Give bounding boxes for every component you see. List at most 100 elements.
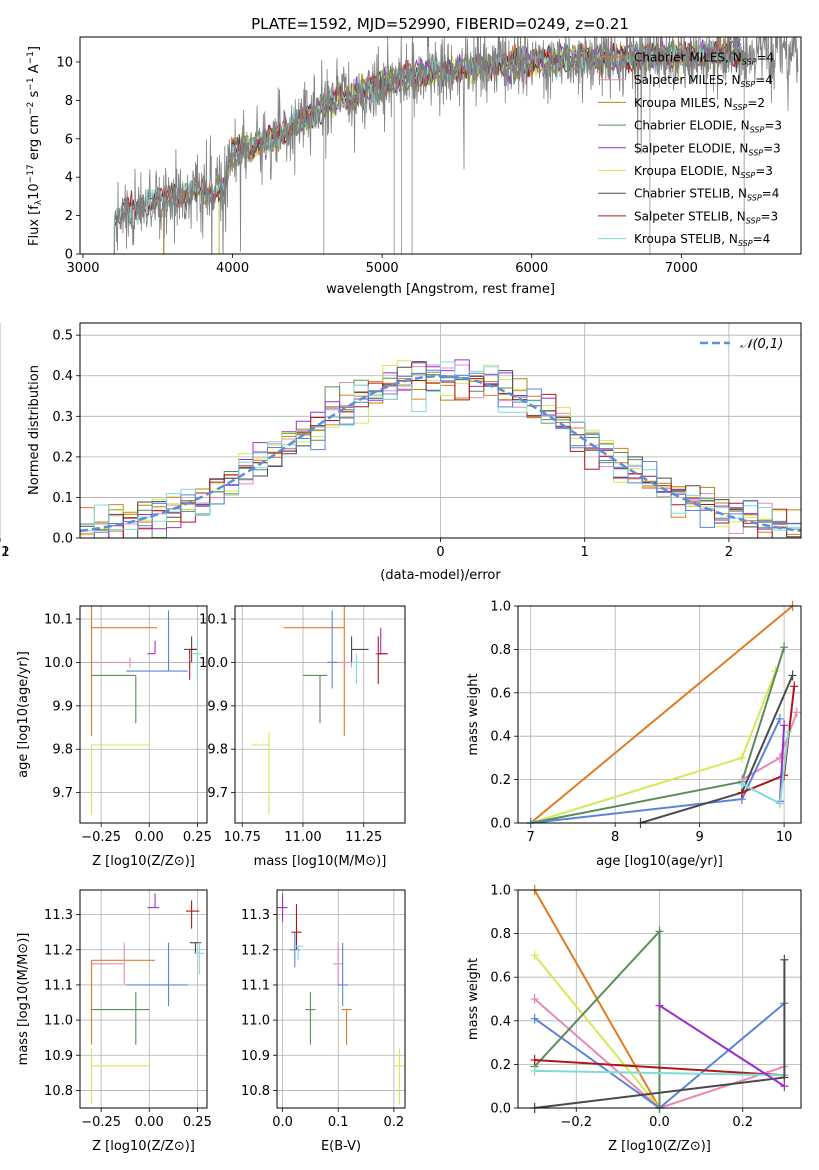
y-tick-label: 0 [65,248,73,263]
x-tick-label: 2 [725,545,733,560]
legend-label: Salpeter ELODIE, NSSP=3 [634,141,781,157]
weight-line-chabrier_elodie [533,928,661,1108]
y-tick-label: 11.3 [44,908,73,923]
normal-curve [80,374,801,533]
weight-line-chabrier_stelib [640,675,794,823]
x-tick-label: 4000 [216,261,249,276]
x-tick-label: 6000 [515,261,548,276]
y-tick-label: 10.8 [44,1084,73,1099]
y-tick-label: 1.0 [490,884,511,899]
weight-line-royal [530,718,781,823]
y-tick-label: 0.8 [490,643,511,658]
y-tick-label: 6 [65,132,73,147]
x-tick-label: −0.25 [81,1115,121,1130]
y-tick-label: 9.8 [52,743,73,758]
weight-line-salpeter_miles [533,998,785,1108]
legend-label: Kroupa ELODIE, NSSP=3 [634,164,773,180]
spectrum-xlabel: wavelength [Angstrom, rest frame] [326,282,555,297]
x-tick-label: −0.25 [81,830,121,845]
y-tick-label: 10.1 [44,613,73,628]
y-tick-label: 0.2 [490,773,511,788]
y-tick-label: 10.9 [241,1049,270,1064]
weight_vs_age-ylabel: mass weight [466,673,481,755]
residuals-ylabel: Normed distribution [27,365,42,495]
weight-line-chabrier_elodie [530,646,786,823]
y-tick-label: 9.9 [52,699,73,714]
x-tick-label: 0.0 [649,1115,670,1130]
legend-label: Kroupa MILES, NSSP=2 [634,96,765,112]
x-tick-label: 0.0 [272,1115,293,1130]
axes-frame [517,889,802,1109]
y-tick-label: 0.4 [52,369,73,384]
figure-title: PLATE=1592, MJD=52990, FIBERID=0249, z=0… [251,15,629,33]
x-tick-label: −0.2 [560,1115,592,1130]
legend-label: Chabrier MILES, NSSP=4 [634,51,774,67]
y-tick-label: 4 [65,171,73,186]
x-tick-label: 0.25 [183,830,212,845]
x-tick-label: 3000 [66,261,99,276]
x-tick-label: 0.1 [328,1115,349,1130]
mass_vs_Z-panel: −0.25 0.00 0.25 10.8 10.9 11.0 11.1 11.2 11.3 Z [… [16,889,212,1154]
x-tick-label: 7 [527,830,535,845]
weight-line-salpeter_stelib [534,1059,785,1077]
age_vs_Z-ylabel: age [log10(age/yr)] [16,651,31,778]
weight-line-royal [534,1002,786,1108]
age_vs_mass-panel: 10.75 11.00 11.25 9.7 9.8 9.9 10.0 10.1 mass [lo… [199,605,406,869]
x-tick-label: −2 [0,545,10,560]
y-tick-label: 8 [65,94,73,109]
x-tick-label: 10.75 [224,830,261,845]
y-tick-label: 9.8 [207,743,228,758]
y-tick-label: 0.5 [52,329,73,344]
mass_vs_Z-ylabel: mass [log10(M/M⊙)] [16,933,31,1066]
y-tick-label: 0.2 [490,1058,511,1073]
x-tick-label: 7000 [665,261,698,276]
weight_vs_age-panel: 7 8 9 10 0.0 0.2 0.4 0.6 0.8 1.0 age [log10(age/yr… [466,600,802,869]
axes-frame [79,36,802,255]
mass_vs_ebv-panel: 0.0 0.1 0.2 10.8 10.9 11.0 11.1 11.2 11.3 E(B-V) [241,889,406,1154]
x-tick-label: 0 [436,545,444,560]
x-tick-label: 1 [581,545,589,560]
mass_vs_ebv-xlabel: E(B-V) [321,1139,361,1154]
y-tick-label: 11.2 [44,943,73,958]
y-tick-label: 10.0 [44,656,73,671]
y-tick-label: 10.8 [241,1084,270,1099]
spectrum-ylabel: Flux [fλ10−17 erg cm−2 s−1 A−1] [26,46,44,246]
observed-spectrum [113,37,799,254]
axes-frame [276,889,406,1109]
legend-label: Kroupa STELIB, NSSP=4 [634,232,770,248]
age_vs_Z-panel: −0.25 0.00 0.25 9.7 9.8 9.9 10.0 10.1 Z [log10(Z… [16,605,212,869]
axes-frame [517,605,802,824]
weight-line-kroupa_elodie [533,954,661,1108]
y-tick-label: 0.4 [490,1014,511,1029]
weight_vs_age-xlabel: age [log10(age/yr)] [596,854,723,869]
model-spectrum-kroupa_stelib [113,38,742,254]
y-tick-label: 0.3 [52,410,73,425]
x-tick-label: 11.25 [345,830,382,845]
residuals-xlabel: (data-model)/error [380,568,501,583]
y-tick-label: 11.3 [241,908,270,923]
axes-frame [79,889,208,1109]
y-tick-label: 11.1 [241,978,270,993]
x-tick-label: 9 [695,830,703,845]
mass_vs_Z-xlabel: Z [log10(Z/Z⊙)] [92,1139,195,1154]
y-tick-label: 9.7 [207,786,228,801]
y-tick-label: 11.2 [241,943,270,958]
y-tick-label: 10 [56,55,73,70]
axes-frame [79,605,208,824]
y-tick-label: 0.1 [52,491,73,506]
weight_vs_Z-xlabel: Z [log10(Z/Z⊙)] [608,1139,711,1154]
weight-line-chabrier_miles [530,606,794,823]
histogram-royal [80,369,801,538]
spectrum-legend: Chabrier MILES, NSSP=4 Salpeter MILES, NS… [598,51,782,248]
legend-label: Salpeter MILES, NSSP=4 [634,73,773,89]
legend-label: Chabrier STELIB, NSSP=4 [634,187,779,203]
y-tick-label: 11.1 [44,978,73,993]
y-tick-label: 9.9 [207,699,228,714]
y-tick-label: 0.0 [490,817,511,832]
weight_vs_Z-ylabel: mass weight [466,958,481,1040]
weight_vs_Z-panel: −0.2 0.0 0.2 0.0 0.2 0.4 0.6 0.8 1.0 Z [log10(Z/Z… [466,884,802,1154]
y-tick-label: 10.9 [44,1049,73,1064]
x-tick-label: 10 [776,830,793,845]
